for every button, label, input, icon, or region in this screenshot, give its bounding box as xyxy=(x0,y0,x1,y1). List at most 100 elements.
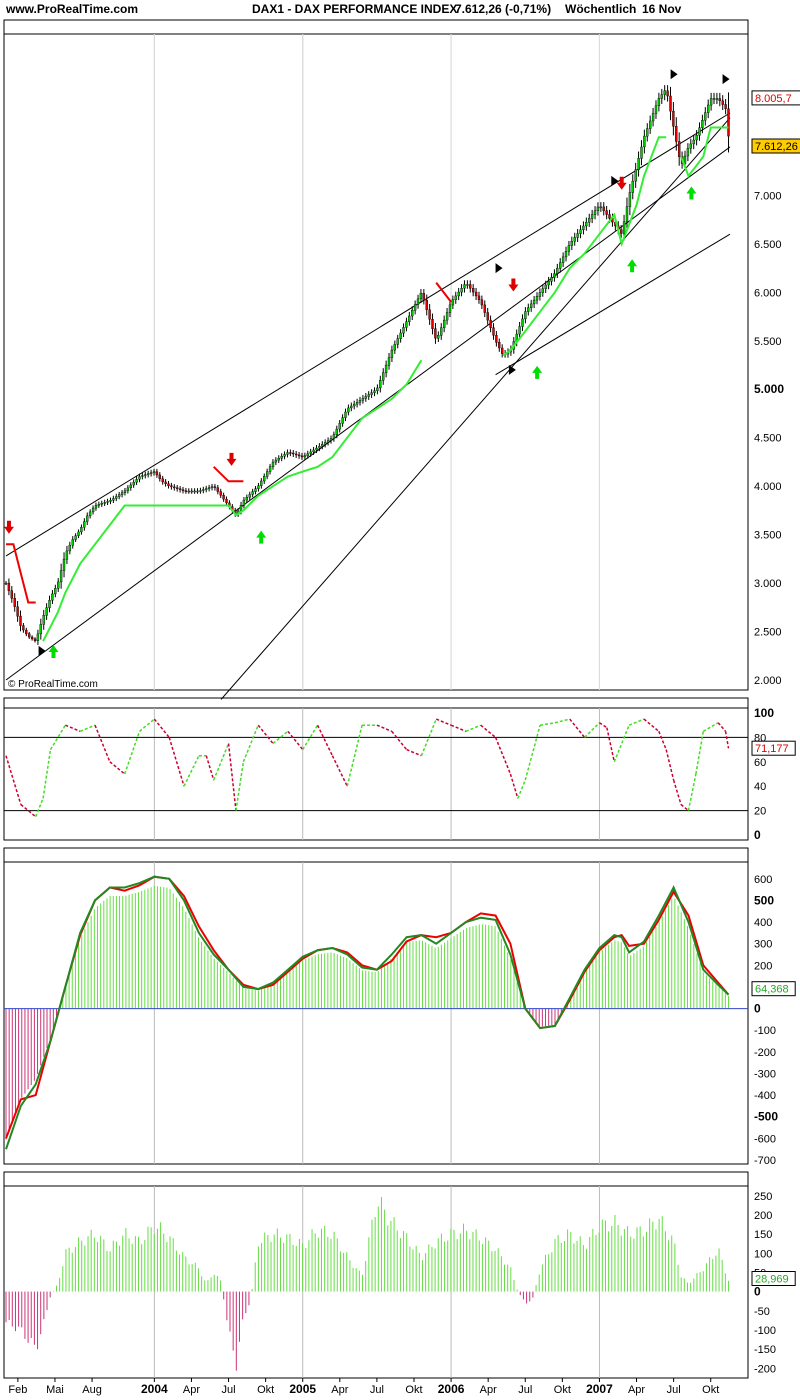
watermark: © ProRealTime.com xyxy=(8,679,98,690)
candle-down xyxy=(495,335,498,343)
stoch-last-label-box xyxy=(751,740,796,756)
stoch-segment xyxy=(42,749,52,799)
stoch-segment xyxy=(517,779,526,799)
buy-arrow-icon xyxy=(532,365,543,379)
candle-up xyxy=(318,446,321,449)
candle-down xyxy=(175,487,179,489)
candle-up xyxy=(451,299,455,306)
stoch-segment xyxy=(724,731,730,749)
candle-down xyxy=(431,319,434,329)
candle-up xyxy=(559,262,562,269)
candle-down xyxy=(13,598,16,607)
candle-down xyxy=(219,491,222,496)
candle-up xyxy=(344,411,347,418)
stoch-segment xyxy=(139,718,155,732)
candle-up xyxy=(332,434,336,439)
macd-line xyxy=(5,875,730,1150)
candle-up xyxy=(83,521,86,528)
candle-up xyxy=(268,466,272,472)
stoch-y-tick-5: 100 xyxy=(754,706,774,720)
candle-up xyxy=(263,476,266,482)
candle-down xyxy=(472,288,475,293)
candle-up xyxy=(556,268,559,274)
trendline-0 xyxy=(5,112,731,557)
candle-down xyxy=(608,214,611,219)
momentum-y-tick-7: 150 xyxy=(754,1229,772,1241)
candle-down xyxy=(727,108,730,137)
candle-down xyxy=(295,453,298,456)
candle-up xyxy=(715,98,719,100)
candle-up xyxy=(585,221,588,227)
candle-up xyxy=(338,423,341,430)
candle-up xyxy=(649,120,652,129)
candle-up xyxy=(524,311,527,320)
resistance-stop-line xyxy=(6,98,729,603)
price-y-tick-0: 2.000 xyxy=(754,675,782,687)
candle-up xyxy=(698,127,701,136)
candle-up xyxy=(286,452,289,455)
stoch-y-tick-3: 60 xyxy=(754,757,766,769)
stoch-segment xyxy=(5,755,22,805)
stoch-segment xyxy=(65,724,81,732)
candle-up xyxy=(39,624,42,635)
candle-up xyxy=(573,237,576,242)
macd-y-tick-10: 300 xyxy=(754,939,772,951)
candle-down xyxy=(292,452,295,455)
candle-down xyxy=(422,293,425,301)
momentum-last-label: 28,969 xyxy=(755,1274,789,1286)
candle-up xyxy=(373,390,376,393)
candle-up xyxy=(390,349,394,358)
stoch-segment xyxy=(672,779,682,805)
stoch-segment xyxy=(643,718,660,732)
candle-up xyxy=(91,507,95,513)
stoch-segment xyxy=(376,724,393,732)
macd-panel-frame xyxy=(3,847,749,1165)
stoch-segment xyxy=(331,755,348,787)
macd-y-tick-13: 600 xyxy=(754,874,772,886)
candle-up xyxy=(254,488,257,492)
candle-down xyxy=(434,328,437,339)
candle-up xyxy=(646,128,649,137)
pivot-marker-icon xyxy=(508,364,516,375)
candle-up xyxy=(204,488,208,490)
candle-up xyxy=(4,582,8,585)
pivot-marker-icon xyxy=(38,645,46,656)
x-tick-label-12: Apr xyxy=(480,1384,497,1396)
stoch-segment xyxy=(213,743,230,781)
candle-up xyxy=(443,319,446,328)
candle-down xyxy=(620,229,623,234)
stoch-segment xyxy=(257,724,274,744)
candle-up xyxy=(312,449,315,453)
candle-up xyxy=(628,192,632,207)
candle-up xyxy=(45,607,48,616)
candle-down xyxy=(297,454,301,457)
x-axis: Feb Mai Aug 2004 Apr Jul Okt 2005 Apr Jul Okt 2006 A… xyxy=(8,1378,719,1396)
candle-up xyxy=(353,403,356,407)
stoch-segment xyxy=(272,730,289,745)
candle-up xyxy=(77,531,80,536)
stoch-segment xyxy=(524,725,541,781)
candle-up xyxy=(62,558,66,571)
candle-up xyxy=(239,505,243,512)
candle-down xyxy=(672,110,675,127)
candle-down xyxy=(225,498,228,504)
candle-down xyxy=(501,347,504,354)
instrument-title: DAX1 - DAX PERFORMANCE INDEX xyxy=(252,2,457,16)
candle-up xyxy=(190,490,193,493)
stoch-segment xyxy=(391,730,408,751)
candle-down xyxy=(164,481,167,484)
candle-down xyxy=(28,633,31,638)
macd-y-tick-4: -300 xyxy=(754,1069,776,1081)
stoch-segment xyxy=(628,718,645,726)
candle-down xyxy=(498,342,501,349)
candle-down xyxy=(724,104,727,109)
candle-up xyxy=(361,398,365,401)
macd-y-tick-2: -500 xyxy=(754,1110,778,1124)
candle-down xyxy=(25,629,28,635)
candle-up xyxy=(654,105,658,114)
candle-up xyxy=(625,206,629,223)
macd-y-tick-7: 0 xyxy=(754,1002,761,1016)
candle-up xyxy=(564,250,568,258)
macd-signal-line xyxy=(5,875,730,1139)
stoch-segment xyxy=(123,731,141,775)
